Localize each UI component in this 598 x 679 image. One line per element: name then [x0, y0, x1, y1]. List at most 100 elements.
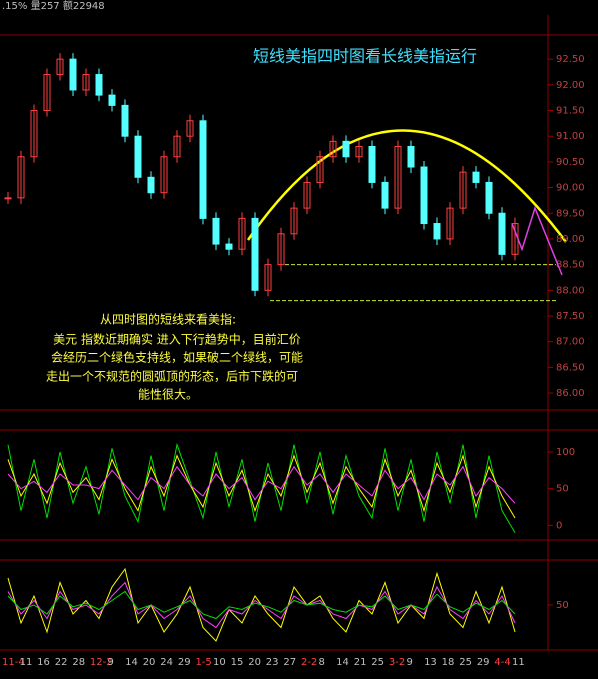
x-tick-label: 14 [336, 657, 349, 668]
projection-line [511, 205, 563, 276]
y-tick-label: 86.50 [556, 362, 585, 373]
candle [199, 120, 207, 219]
annotation: 能性很大。 [138, 388, 198, 402]
x-tick-label: 21 [354, 657, 367, 668]
candle [498, 212, 506, 255]
y-tick-label: 88.00 [556, 285, 585, 296]
candle [303, 181, 311, 209]
x-tick-label: 14 [125, 657, 138, 668]
y-tick-label: 92.50 [556, 54, 585, 65]
candle [186, 120, 194, 137]
x-tick-label: 22 [55, 657, 68, 668]
candle [82, 74, 90, 91]
x-tick-label: 9 [406, 657, 412, 668]
x-tick-label: 29 [178, 657, 191, 668]
x-tick-label: 11-4 [2, 657, 25, 668]
candle [394, 145, 402, 209]
x-tick-label: 2-2 [301, 657, 317, 668]
candle [95, 74, 103, 96]
x-tick-label: 8 [319, 657, 325, 668]
candle [108, 94, 116, 106]
x-tick-label: 13 [424, 657, 437, 668]
candle [446, 207, 454, 240]
y-tick-label: 91.50 [556, 106, 585, 117]
candle [329, 140, 337, 158]
x-tick-label: 27 [283, 657, 296, 668]
candle [160, 156, 168, 194]
candle [121, 104, 129, 137]
header-info: .15% 量257 额22948 [2, 0, 105, 12]
y-tick-label: 91.00 [556, 131, 585, 142]
y-tick-label: 50 [556, 484, 569, 495]
x-tick-label: 28 [72, 657, 85, 668]
annotation: 会经历二个绿色支持线，如果破二个绿线，可能 [51, 350, 303, 365]
candle [56, 58, 64, 76]
candle [134, 135, 142, 178]
x-tick-label: 16 [37, 657, 50, 668]
candle [316, 156, 324, 183]
y-tick-label: 92.00 [556, 80, 585, 91]
candle [173, 135, 181, 158]
candle [212, 217, 220, 245]
x-tick-label: 9 [108, 657, 114, 668]
candle [485, 181, 493, 214]
x-tick-label: 3-2 [389, 657, 405, 668]
frame [0, 15, 598, 651]
candle [368, 145, 376, 183]
candle [225, 243, 233, 250]
candle [472, 171, 480, 183]
x-tick-label: 20 [248, 657, 261, 668]
y-tick-label: 88.50 [556, 260, 585, 271]
y-tick-label: 90.00 [556, 183, 585, 194]
candle [30, 110, 38, 158]
candle [420, 166, 428, 225]
x-tick-label: 20 [143, 657, 156, 668]
x-tick-label: 25 [371, 657, 384, 668]
y-tick-label: 87.00 [556, 337, 585, 348]
x-tick-label: 15 [231, 657, 244, 668]
x-tick-label: 10 [213, 657, 226, 668]
candle [342, 140, 350, 158]
x-tick-label: 1-5 [195, 657, 211, 668]
x-tick-label: 25 [459, 657, 472, 668]
indicator-line [7, 590, 516, 620]
chart-title: 短线美指四时图看长线美指运行 [253, 47, 477, 66]
y-tick-label: 100 [556, 447, 575, 458]
candle [17, 156, 25, 199]
candle [69, 58, 77, 91]
annotation: 走出一个不规范的圆弧顶的形态，后市下跌的可 [46, 369, 298, 384]
candle [290, 207, 298, 235]
x-tick-label: 11 [20, 657, 33, 668]
annotation: 美元 指数近期确实 进入下行趋势中，目前汇价 [53, 332, 301, 347]
y-tick-label: 87.50 [556, 311, 585, 322]
candle [407, 145, 415, 168]
x-tick-label: 18 [442, 657, 455, 668]
candle [264, 264, 272, 291]
candle [277, 233, 285, 266]
y-tick-label: 0 [556, 520, 562, 531]
candle [355, 145, 363, 158]
x-tick-label: 24 [160, 657, 173, 668]
x-tick-label: 29 [477, 657, 490, 668]
y-tick-label: 89.00 [556, 234, 585, 245]
candle [381, 181, 389, 209]
y-tick-label: 86.00 [556, 388, 585, 399]
candle [433, 223, 441, 240]
indicator-line [7, 465, 516, 504]
x-tick-label: 12-2 [90, 657, 113, 668]
annotation: 从四时图的短线来看美指: [100, 312, 236, 327]
x-tick-label: 23 [266, 657, 279, 668]
x-tick-label: 11 [512, 657, 525, 668]
x-tick-label: 4-4 [494, 657, 510, 668]
y-tick-label: 90.50 [556, 157, 585, 168]
y-tick-label: 89.50 [556, 208, 585, 219]
y-tick-label: 50 [556, 600, 569, 611]
candle [147, 176, 155, 194]
candle [4, 197, 12, 200]
candle [459, 171, 467, 209]
candle [238, 217, 246, 250]
candle [43, 74, 51, 112]
